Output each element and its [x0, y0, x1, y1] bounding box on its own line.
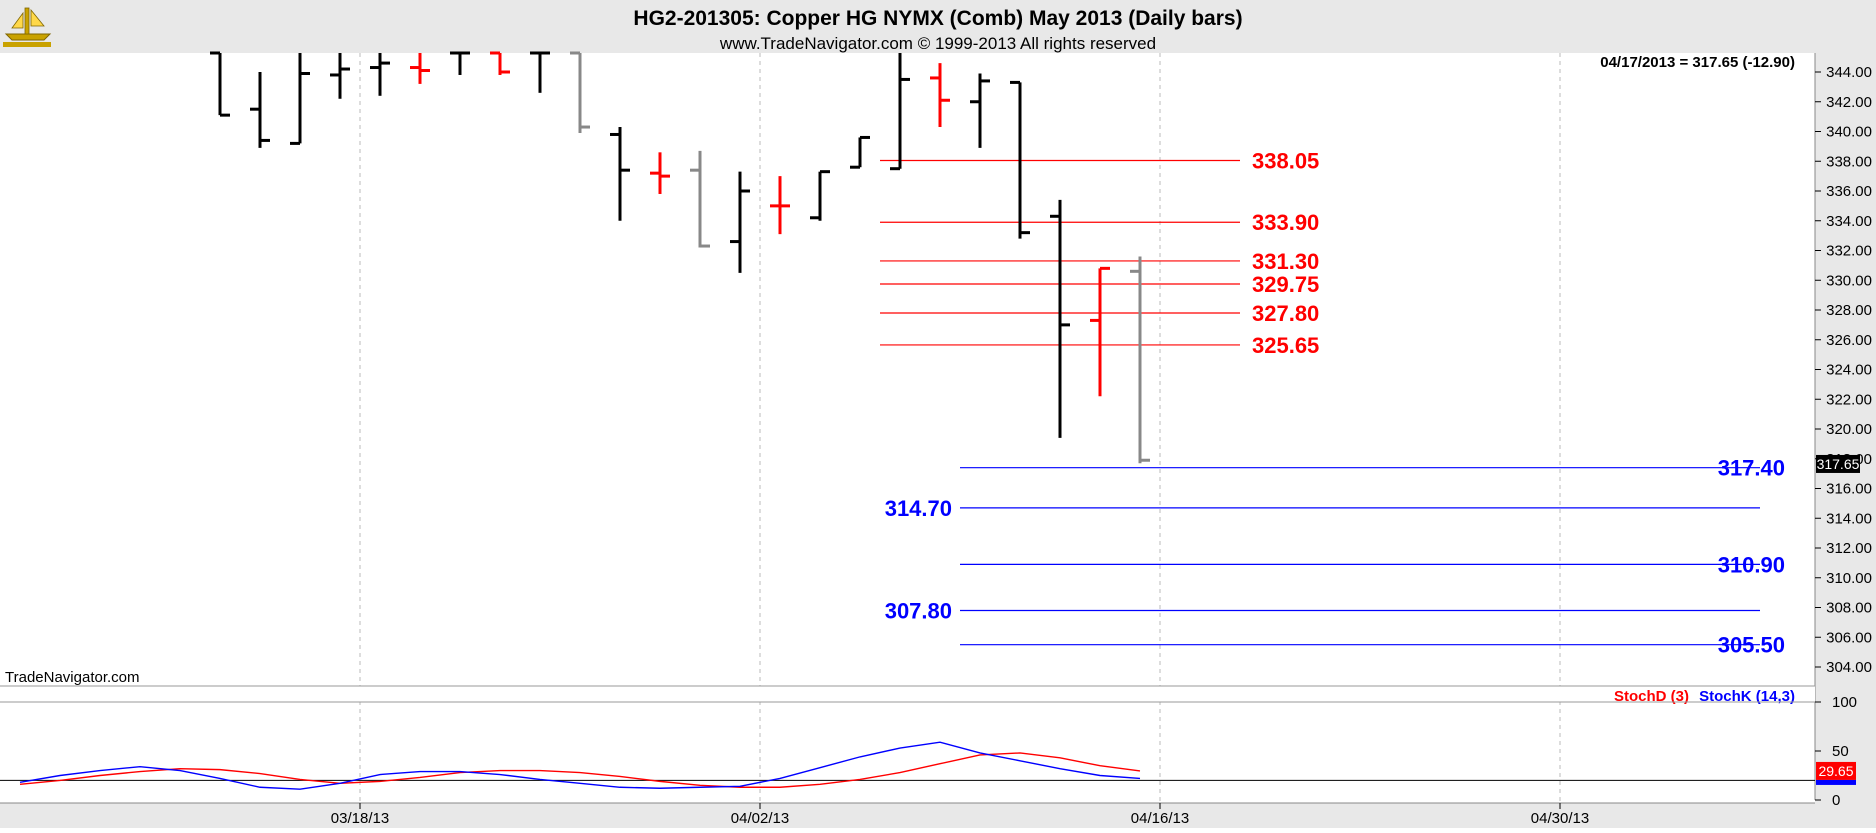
oscillator-last-value: 29.65: [1818, 763, 1853, 779]
ohlc-bar: [450, 51, 470, 75]
ohlc-bar: [570, 51, 590, 133]
ohlc-bar: [250, 72, 270, 148]
price-tick-label: 336.00: [1826, 183, 1872, 200]
price-tick-label: 312.00: [1826, 540, 1872, 557]
chart-subtitle: www.TradeNavigator.com © 1999-2013 All r…: [719, 34, 1156, 53]
price-tick-label: 322.00: [1826, 391, 1872, 408]
level-label: 317.40: [1718, 456, 1785, 481]
last-price-label: 317.65: [1817, 456, 1860, 472]
date-axis-panel: [0, 803, 1815, 828]
ohlc-bar: [1130, 256, 1150, 464]
ohlc-bar: [770, 176, 790, 235]
ohlc-bar: [610, 127, 630, 221]
ohlc-bar: [890, 53, 910, 171]
ohlc-bar: [810, 170, 830, 221]
ohlc-bar: [650, 152, 670, 194]
osc-series-stochk: [19, 741, 1141, 790]
trade-navigator-logo: [3, 7, 52, 47]
ohlc-bar: [1090, 266, 1110, 397]
date-tick-label: 03/18/13: [331, 810, 389, 827]
price-tick-label: 320.00: [1826, 421, 1872, 438]
osc-tick-label: 50: [1832, 743, 1849, 760]
date-tick-label: 04/16/13: [1131, 810, 1189, 827]
ohlc-bar: [530, 51, 550, 93]
price-tick-label: 326.00: [1826, 332, 1872, 349]
ohlc-bars: [210, 51, 1150, 464]
last-price-tag: 317.65: [1816, 454, 1860, 473]
date-axis: 03/18/13 04/02/13 04/16/13 04/30/13: [331, 803, 1589, 827]
date-tick-label: 04/02/13: [731, 810, 789, 827]
ohlc-bar: [1010, 80, 1030, 239]
level-label: 327.80: [1252, 301, 1319, 326]
price-tick-label: 314.00: [1826, 510, 1872, 527]
ohlc-bar: [970, 73, 990, 148]
chart-title: HG2-201305: Copper HG NYMX (Comb) May 20…: [633, 7, 1242, 30]
ohlc-bar: [730, 171, 750, 273]
ohlc-bar: [690, 150, 710, 248]
level-label: 307.80: [885, 598, 952, 623]
oscillator-last-tag: 29.65: [1816, 761, 1856, 785]
osc-series-stochd: [19, 752, 1141, 788]
oscillator-axis: 0 50 100: [0, 694, 1857, 809]
price-axis-panel: [1815, 53, 1876, 828]
price-tick-label: 328.00: [1826, 302, 1872, 319]
price-tick-label: 316.00: [1826, 481, 1872, 498]
price-tick-label: 344.00: [1826, 64, 1872, 81]
price-tick-label: 310.00: [1826, 570, 1872, 587]
date-tick-label: 04/30/13: [1531, 810, 1589, 827]
level-label: 333.90: [1252, 210, 1319, 235]
price-tick-label: 332.00: [1826, 243, 1872, 260]
ohlc-bar: [850, 135, 870, 169]
price-tick-label: 342.00: [1826, 94, 1872, 111]
level-label: 331.30: [1252, 249, 1319, 274]
oscillator-lines: [19, 741, 1141, 790]
level-label: 314.70: [885, 496, 952, 521]
ohlc-bar: [290, 53, 310, 145]
price-tick-label: 338.00: [1826, 153, 1872, 170]
level-label: 329.75: [1252, 272, 1319, 297]
price-tick-label: 304.00: [1826, 659, 1872, 676]
level-label: 310.90: [1718, 552, 1785, 577]
plot-area: [0, 53, 1815, 688]
watermark-text: TradeNavigator.com: [5, 669, 140, 686]
price-tick-label: 308.00: [1826, 600, 1872, 617]
ohlc-bar: [370, 53, 390, 96]
price-tick-label: 324.00: [1826, 362, 1872, 379]
panel-separator: [0, 686, 1815, 702]
osc-tick-label: 100: [1832, 694, 1857, 711]
osc-tick-label: 0: [1832, 792, 1840, 809]
ohlc-bar: [410, 53, 430, 84]
level-label: 325.65: [1252, 333, 1319, 358]
legend-stochk: StochK (14,3): [1699, 688, 1795, 705]
last-value-readout: 04/17/2013 = 317.65 (-12.90): [1600, 54, 1795, 71]
ohlc-bar: [1050, 199, 1070, 438]
ohlc-bar: [210, 51, 230, 117]
legend-stochd: StochD (3): [1614, 688, 1689, 705]
price-tick-label: 330.00: [1826, 272, 1872, 289]
level-label: 338.05: [1252, 149, 1319, 174]
header-background: [0, 0, 1876, 53]
ohlc-bar: [330, 53, 350, 99]
vertical-grid: [359, 53, 1561, 803]
price-tick-label: 306.00: [1826, 629, 1872, 646]
ohlc-bar: [930, 63, 950, 128]
price-tick-label: 334.00: [1826, 213, 1872, 230]
level-label: 305.50: [1718, 633, 1785, 658]
price-tick-label: 340.00: [1826, 124, 1872, 141]
ohlc-bar: [490, 51, 510, 75]
